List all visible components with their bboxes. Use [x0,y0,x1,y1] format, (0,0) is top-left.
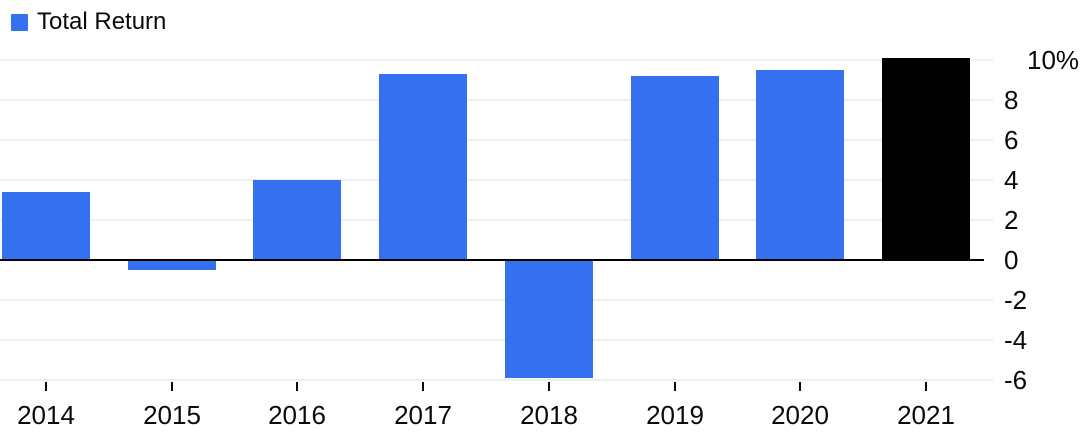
x-axis-label-2018: 2018 [520,400,578,430]
gridline-4 [0,179,993,181]
y-axis-label--2: -2 [1004,285,1028,315]
bar-2015 [128,260,216,270]
gridline--6 [0,379,993,381]
x-tick-2018 [547,382,551,391]
bar-2019 [631,76,719,260]
bar-2014 [2,192,90,260]
x-tick-2014 [44,382,48,391]
x-tick-2016 [295,382,299,391]
x-tick-2017 [421,382,425,391]
x-axis-label-2014: 2014 [17,400,75,430]
x-axis-label-2016: 2016 [268,400,326,430]
bar-2016 [253,180,341,260]
gridline-2 [0,219,993,221]
legend-label: Total Return [37,8,167,35]
y-axis-label-10: 10% [1027,45,1080,75]
x-tick-2021 [924,382,928,391]
x-tick-2015 [170,382,174,391]
y-axis-label-2: 2 [1004,205,1019,235]
y-axis-label--6: -6 [1004,365,1028,395]
y-axis-label-6: 6 [1004,125,1019,155]
bar-2017 [379,74,467,260]
gridline--2 [0,299,993,301]
y-axis-label--4: -4 [1004,325,1028,355]
gridline-8 [0,99,993,101]
bar-2018 [505,260,593,378]
x-axis-label-2019: 2019 [646,400,704,430]
x-tick-2019 [673,382,677,391]
y-axis-label-8: 8 [1004,85,1019,115]
legend: Total Return [11,9,166,35]
bar-2020 [756,70,844,260]
y-axis-label-0: 0 [1004,245,1019,275]
y-axis-label-4: 4 [1004,165,1019,195]
x-tick-2020 [798,382,802,391]
gridline-10 [0,59,993,61]
legend-swatch-icon [11,13,28,31]
gridline-6 [0,139,993,141]
bar-2021 [882,58,970,260]
x-axis-label-2021: 2021 [897,400,955,430]
zero-axis-line [0,258,984,261]
gridline--4 [0,339,993,341]
x-axis-label-2020: 2020 [771,400,829,430]
x-axis-label-2015: 2015 [143,400,201,430]
x-axis-label-2017: 2017 [394,400,452,430]
